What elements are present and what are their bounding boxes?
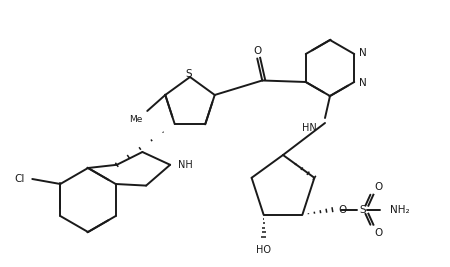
Text: N: N <box>359 78 367 88</box>
Text: Cl: Cl <box>14 174 24 184</box>
Text: NH: NH <box>178 160 193 170</box>
Text: Me: Me <box>129 115 142 124</box>
Text: O: O <box>374 182 382 192</box>
Text: O: O <box>338 205 346 215</box>
Text: O: O <box>253 46 261 57</box>
Text: NH₂: NH₂ <box>391 205 410 215</box>
Text: S: S <box>186 69 192 79</box>
Text: O: O <box>374 228 382 238</box>
Text: HN: HN <box>302 123 317 133</box>
Text: N: N <box>359 48 367 58</box>
Text: S: S <box>359 205 366 215</box>
Text: HO: HO <box>256 245 271 255</box>
